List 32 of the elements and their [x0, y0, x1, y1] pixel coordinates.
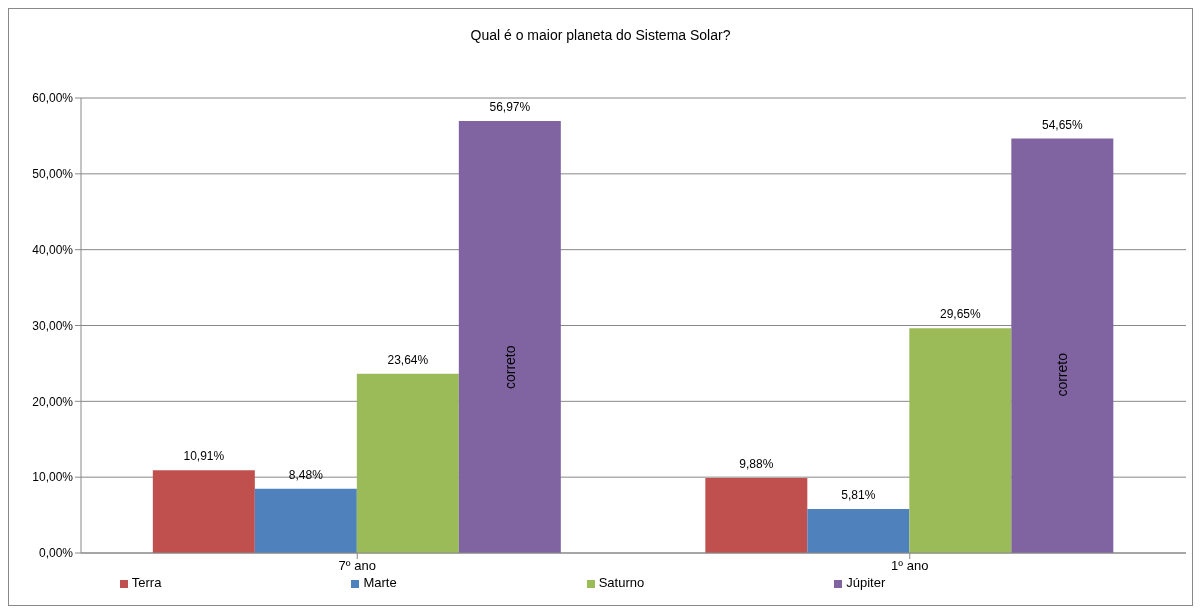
bar — [807, 508, 910, 553]
y-tick-label: 10,00% — [32, 470, 74, 485]
chart-title: Qual é o maior planeta do Sistema Solar? — [469, 27, 732, 43]
y-tick-label: 30,00% — [32, 318, 74, 333]
x-tick-label: 1º ano — [891, 558, 929, 574]
data-label: 29,65% — [939, 307, 981, 322]
bar — [458, 120, 561, 553]
data-label: 56,97% — [489, 99, 531, 114]
legend-label: Saturno — [598, 575, 645, 590]
annotation: correto — [1054, 352, 1071, 397]
bar — [254, 488, 357, 553]
y-tick-label: 60,00% — [32, 91, 74, 106]
data-label: 54,65% — [1041, 117, 1083, 132]
bar — [1011, 138, 1114, 553]
data-label: 8,48% — [288, 467, 324, 482]
bar — [909, 328, 1012, 553]
legend-label: Terra — [131, 575, 162, 590]
annotation: correto — [501, 345, 518, 390]
y-tick-label: 50,00% — [32, 167, 74, 182]
y-tick-label: 40,00% — [32, 242, 74, 257]
legend-label: Júpiter — [846, 575, 886, 590]
y-tick-label: 20,00% — [32, 394, 74, 409]
legend-label: Marte — [363, 575, 397, 590]
data-label: 5,81% — [841, 487, 876, 502]
data-label: 9,88% — [739, 457, 774, 472]
data-label: 23,64% — [387, 352, 429, 367]
y-tick-label: 0,00% — [38, 546, 74, 561]
bar — [356, 373, 459, 553]
data-label: 10,91% — [183, 449, 225, 464]
bar — [152, 470, 255, 553]
bar — [705, 478, 808, 553]
x-tick-label: 7º ano — [338, 558, 376, 574]
